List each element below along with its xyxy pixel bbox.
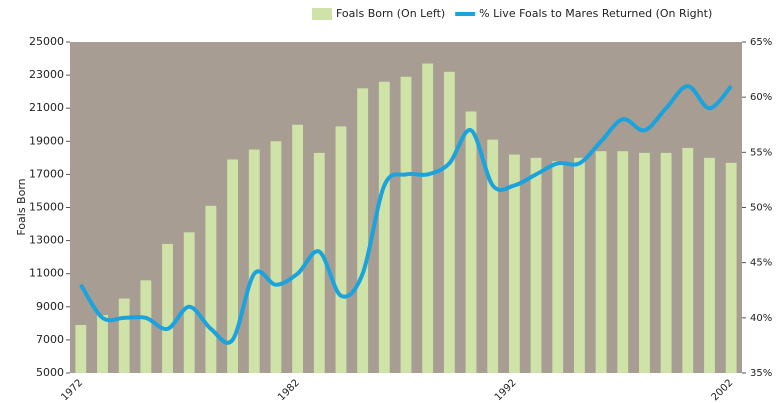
- y-tick-label: 15000: [29, 201, 64, 214]
- bar: [552, 161, 564, 373]
- bar: [487, 139, 499, 373]
- bar: [140, 280, 152, 373]
- bar: [595, 151, 607, 373]
- y2-tick-label: 40%: [750, 313, 772, 324]
- bar: [162, 243, 173, 373]
- y-axis-label: Foals Born: [15, 178, 28, 235]
- y-tick-label: 13000: [29, 234, 64, 247]
- y-tick-label: 25000: [29, 35, 64, 48]
- x-tick-label: 2002: [710, 377, 736, 403]
- bar: [227, 159, 238, 373]
- y2-tick-label: 35%: [750, 368, 772, 379]
- legend-label: % Live Foals to Mares Returned (On Right…: [479, 7, 712, 20]
- y2-tick-label: 50%: [750, 203, 772, 214]
- bar: [682, 147, 694, 373]
- y2-tick-label: 45%: [750, 258, 772, 269]
- bar: [704, 157, 715, 373]
- x-tick-label: 1972: [59, 377, 85, 403]
- legend-label: Foals Born (On Left): [336, 7, 445, 20]
- legend-swatch: [312, 8, 332, 20]
- y-tick-label: 11000: [29, 267, 64, 280]
- y-tick-label: 7000: [36, 333, 64, 346]
- y-tick-label: 21000: [29, 101, 64, 114]
- y2-tick-label: 55%: [750, 147, 772, 158]
- line: [79, 84, 733, 345]
- x-tick-label: 1992: [493, 377, 519, 403]
- x-tick-label: 1982: [276, 377, 302, 403]
- bar: [574, 157, 585, 373]
- bar: [97, 315, 108, 373]
- bar: [465, 111, 477, 373]
- y-tick-label: 9000: [36, 300, 64, 313]
- bar: [508, 154, 520, 373]
- bar: [443, 71, 455, 373]
- y-tick-label: 19000: [29, 134, 64, 147]
- bar: [248, 149, 260, 373]
- bar: [118, 298, 130, 373]
- bar: [183, 232, 195, 373]
- bar: [660, 152, 672, 373]
- bar: [400, 76, 412, 373]
- y-tick-label: 17000: [29, 167, 64, 180]
- bar: [313, 152, 325, 373]
- bar: [639, 152, 650, 373]
- bar: [530, 157, 542, 373]
- bar: [378, 81, 390, 373]
- bar: [292, 124, 304, 373]
- bar: [270, 141, 282, 373]
- bar: [335, 126, 347, 373]
- y-tick-label: 23000: [29, 68, 64, 81]
- bar: [75, 325, 87, 373]
- bar: [357, 88, 369, 373]
- bar: [422, 63, 434, 373]
- y2-tick-label: 65%: [750, 37, 772, 48]
- bar: [725, 162, 737, 373]
- y-tick-label: 5000: [36, 366, 64, 379]
- bar: [617, 151, 629, 373]
- bar: [205, 205, 217, 373]
- y2-tick-label: 60%: [750, 92, 772, 103]
